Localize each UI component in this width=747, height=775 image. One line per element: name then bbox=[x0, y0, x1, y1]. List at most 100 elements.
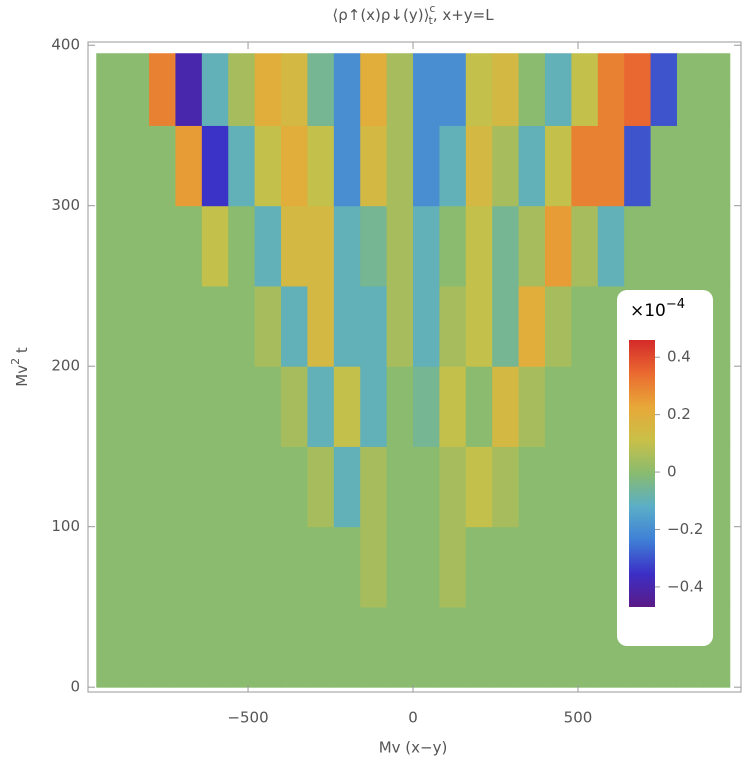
heatmap-cell bbox=[439, 526, 467, 608]
heatmap-cell bbox=[175, 366, 203, 447]
heatmap-cell bbox=[307, 205, 335, 287]
heatmap-cell bbox=[281, 446, 308, 528]
heatmap-cell bbox=[413, 125, 440, 207]
heatmap-cell bbox=[492, 205, 520, 287]
heatmap-cell bbox=[386, 125, 414, 207]
heatmap-cell bbox=[122, 606, 150, 688]
colorbar-tick-label: 0.2 bbox=[667, 405, 691, 423]
heatmap-cell bbox=[571, 446, 599, 528]
heatmap-cell bbox=[254, 366, 282, 447]
heatmap-cell bbox=[545, 606, 572, 688]
colorbar-label: ×10−4 bbox=[630, 297, 685, 322]
heatmap-cell bbox=[149, 526, 176, 608]
heatmap-cell bbox=[465, 606, 493, 688]
heatmap-cell bbox=[571, 125, 599, 207]
heatmap-cell bbox=[492, 53, 520, 126]
x-tick-label: 500 bbox=[564, 709, 593, 727]
heatmap-cell bbox=[650, 125, 678, 207]
heatmap-cell bbox=[545, 205, 572, 287]
heatmap-cell bbox=[492, 446, 520, 528]
heatmap-cell bbox=[360, 606, 388, 688]
heatmap-cell bbox=[333, 606, 361, 688]
heatmap-cell bbox=[201, 606, 229, 688]
title-sup: c bbox=[429, 2, 435, 15]
heatmap-cell bbox=[597, 125, 625, 207]
heatmap-cell bbox=[518, 366, 546, 447]
heatmap-cell bbox=[96, 205, 124, 287]
heatmap-cell bbox=[518, 53, 546, 126]
heatmap-cell bbox=[254, 526, 282, 608]
heatmap-cell bbox=[439, 205, 467, 287]
heatmap-cell bbox=[333, 526, 361, 608]
heatmap-cell bbox=[201, 53, 229, 126]
heatmap-cell bbox=[201, 526, 229, 608]
heatmap-cell bbox=[254, 285, 282, 367]
heatmap-cell bbox=[307, 366, 335, 447]
heatmap-cell bbox=[307, 53, 335, 126]
heatmap-cell bbox=[597, 205, 625, 287]
heatmap-cell bbox=[201, 205, 229, 287]
heatmap-cell bbox=[492, 285, 520, 367]
heatmap-cell bbox=[571, 526, 599, 608]
heatmap-cell bbox=[386, 446, 414, 528]
heatmap-cell bbox=[413, 205, 440, 287]
heatmap-cell bbox=[175, 606, 203, 688]
heatmap-cell bbox=[96, 606, 124, 688]
heatmap-cell bbox=[465, 526, 493, 608]
y-tick-label: 0 bbox=[70, 678, 80, 696]
colorbar-exponent: −4 bbox=[666, 297, 685, 312]
heatmap-cell bbox=[228, 446, 256, 528]
y-tick-label: 200 bbox=[51, 357, 80, 375]
heatmap-cell bbox=[650, 205, 678, 287]
heatmap-cell bbox=[281, 606, 308, 688]
heatmap-cell bbox=[492, 366, 520, 447]
heatmap-cell bbox=[413, 446, 440, 528]
heatmap-cell bbox=[439, 366, 467, 447]
heatmap-cell bbox=[518, 125, 546, 207]
heatmap-cell bbox=[360, 366, 388, 447]
heatmap-cell bbox=[333, 366, 361, 447]
heatmap-cell bbox=[439, 125, 467, 207]
y-tick-label: 400 bbox=[51, 36, 80, 54]
heatmap-cell bbox=[149, 285, 176, 367]
heatmap-cell bbox=[413, 526, 440, 608]
heatmap-cell bbox=[333, 285, 361, 367]
heatmap-cell bbox=[518, 446, 546, 528]
heatmap-cell bbox=[228, 526, 256, 608]
heatmap-cell bbox=[122, 53, 150, 126]
heatmap-cell bbox=[413, 53, 440, 126]
heatmap-cell bbox=[307, 526, 335, 608]
heatmap-cell bbox=[545, 53, 572, 126]
heatmap-cell bbox=[703, 125, 731, 207]
heatmap-cell bbox=[439, 606, 467, 688]
heatmap-cell bbox=[386, 606, 414, 688]
heatmap-cell bbox=[386, 205, 414, 287]
heatmap-cell bbox=[149, 125, 176, 207]
heatmap-cell bbox=[624, 53, 652, 126]
heatmap-cell bbox=[96, 446, 124, 528]
heatmap-cell bbox=[175, 285, 203, 367]
heatmap-cell bbox=[545, 366, 572, 447]
y-label-sup: 2 bbox=[9, 358, 22, 365]
y-tick-label: 300 bbox=[51, 196, 80, 214]
heatmap-cell bbox=[149, 205, 176, 287]
heatmap-cell bbox=[228, 366, 256, 447]
heatmap-cell bbox=[201, 446, 229, 528]
colorbar: −0.4 −0.2 0 0.2 0.4 bbox=[629, 340, 703, 607]
heatmap-cell bbox=[413, 606, 440, 688]
heatmap-cell bbox=[545, 285, 572, 367]
heatmap-cell bbox=[465, 53, 493, 126]
heatmap-cell bbox=[149, 53, 176, 126]
heatmap-cell bbox=[175, 53, 203, 126]
heatmap-cell bbox=[439, 446, 467, 528]
heatmap-cell bbox=[281, 125, 308, 207]
title-rest: , x+y=L bbox=[433, 6, 494, 24]
heatmap-cell bbox=[333, 125, 361, 207]
heatmap-cell bbox=[386, 285, 414, 367]
heatmap-cell bbox=[281, 205, 308, 287]
heatmap-cell bbox=[360, 526, 388, 608]
x-tick-label: −500 bbox=[227, 709, 268, 727]
heatmap-cell bbox=[201, 125, 229, 207]
heatmap-cell bbox=[228, 53, 256, 126]
heatmap-cell bbox=[518, 285, 546, 367]
